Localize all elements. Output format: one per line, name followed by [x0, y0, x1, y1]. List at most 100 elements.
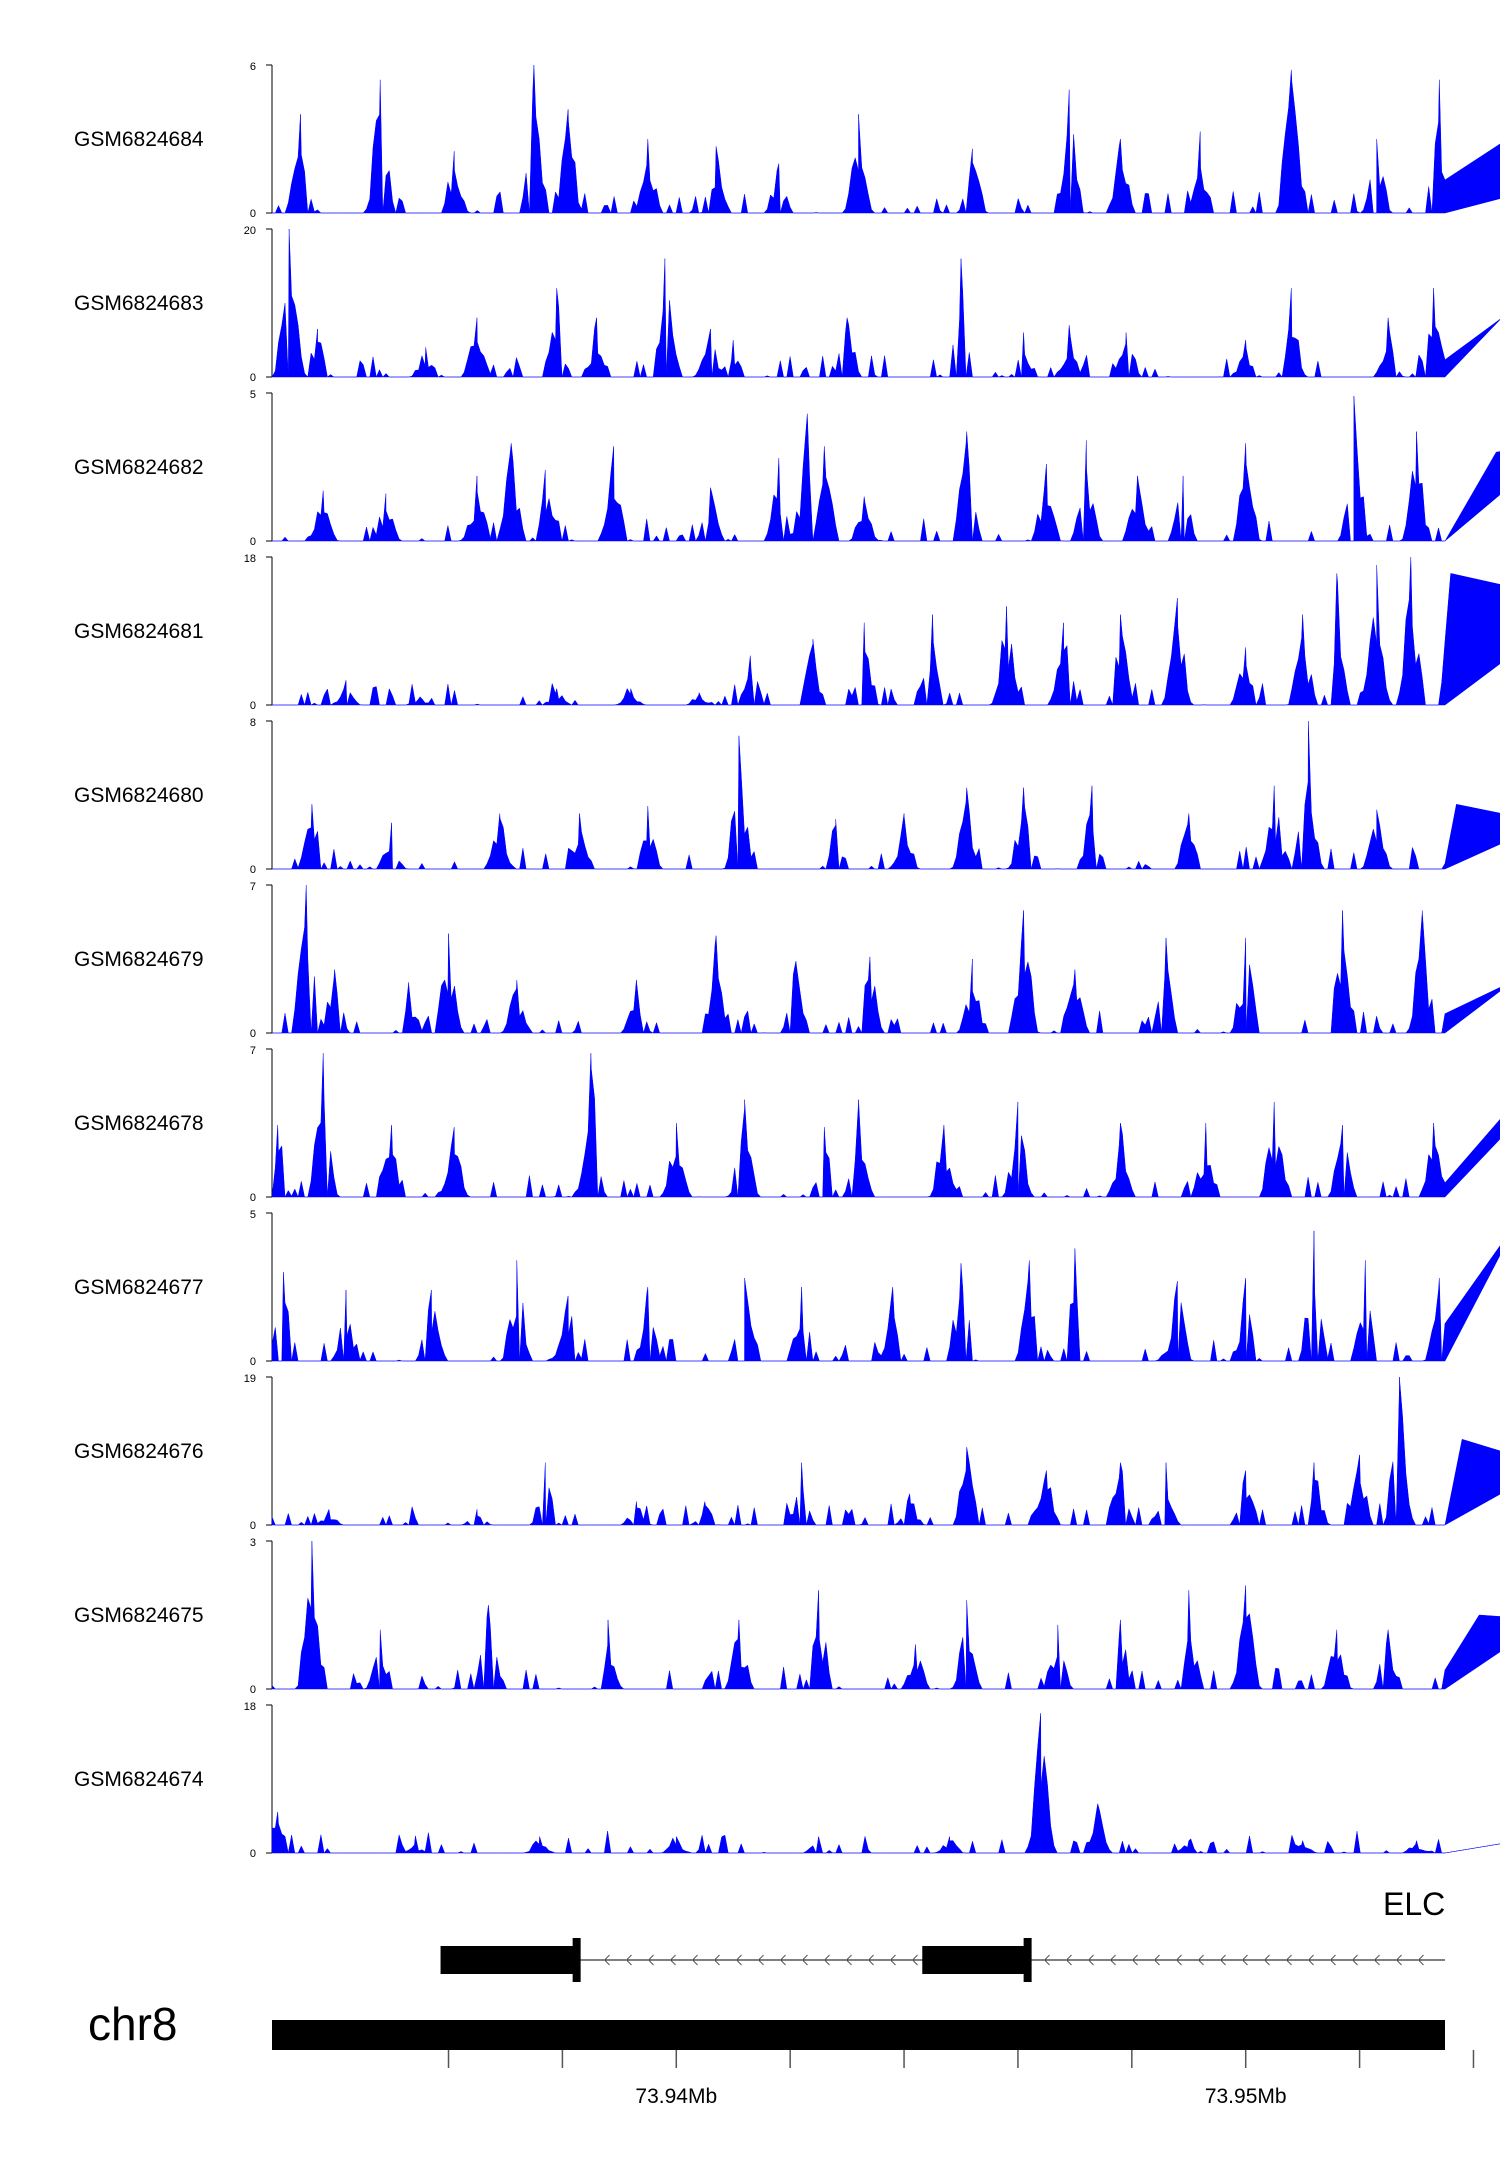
strand-arrow	[735, 1954, 742, 1966]
track-label: GSM6824681	[74, 620, 204, 643]
strand-arrow	[1373, 1954, 1380, 1966]
strand-arrow	[1175, 1954, 1182, 1966]
y-min-label: 0	[250, 1028, 256, 1040]
strand-arrow	[823, 1954, 830, 1966]
cds-end-marker	[572, 1938, 581, 1982]
y-max-label: 7	[250, 881, 256, 893]
strand-arrow	[911, 1954, 918, 1966]
strand-arrow	[691, 1954, 698, 1966]
strand-arrow	[1307, 1954, 1314, 1966]
strand-arrow	[801, 1954, 808, 1966]
y-max-label: 3	[250, 1537, 256, 1549]
track-label: GSM6824677	[74, 1276, 204, 1299]
strand-arrow	[1219, 1954, 1226, 1966]
genome-axis: chr8 73.94Mb 73.95Mb	[88, 1998, 1475, 2108]
coverage-track: GSM6824674 18 0	[74, 1701, 1500, 1860]
track-label: GSM6824680	[74, 784, 204, 807]
coverage-area	[272, 395, 1500, 542]
y-max-label: 18	[244, 1701, 256, 1713]
y-min-label: 0	[250, 864, 256, 876]
coverage-tracks: GSM682468460GSM6824683200GSM682468250GSM…	[74, 61, 1500, 1860]
coverage-area	[272, 884, 1500, 1034]
strand-arrow	[669, 1954, 676, 1966]
coverage-area	[271, 1053, 1500, 1198]
axis-ticks: 73.94Mb 73.95Mb	[447, 2050, 1475, 2108]
y-max-label: 20	[244, 225, 256, 237]
coverage-track: GSM6824677 5 0	[74, 1209, 1500, 1368]
strand-arrow	[1329, 1954, 1336, 1966]
strand-arrow	[845, 1954, 852, 1966]
y-max-label: 5	[250, 389, 256, 401]
y-min-label: 0	[250, 1520, 256, 1532]
strand-arrow	[713, 1954, 720, 1966]
y-max-label: 5	[250, 1209, 256, 1221]
coverage-area	[272, 556, 1500, 706]
strand-arrow	[625, 1954, 632, 1966]
y-min-label: 0	[250, 1356, 256, 1368]
y-max-label: 18	[244, 553, 256, 565]
coverage-area	[271, 1376, 1500, 1526]
strand-arrow	[1417, 1954, 1424, 1966]
y-min-label: 0	[250, 372, 256, 384]
y-min-label: 0	[250, 1848, 256, 1860]
strand-arrow	[1153, 1954, 1160, 1966]
y-max-label: 8	[250, 717, 256, 729]
strand-arrow	[889, 1954, 896, 1966]
y-min-label: 0	[250, 536, 256, 548]
strand-arrow	[779, 1954, 786, 1966]
coverage-track: GSM6824680 8 0	[74, 717, 1500, 876]
exon-block	[922, 1946, 1028, 1974]
strand-arrow	[1263, 1954, 1270, 1966]
chromosome-bar	[272, 2020, 1445, 2050]
strand-arrow	[1087, 1954, 1094, 1966]
gene-exons	[440, 1938, 1032, 1982]
strand-arrow	[1351, 1954, 1358, 1966]
track-label: GSM6824674	[74, 1768, 204, 1791]
coverage-track: GSM6824678 7 0	[74, 1045, 1500, 1204]
coverage-track: GSM6824683 20 0	[74, 225, 1500, 384]
strand-arrow	[1065, 1954, 1072, 1966]
coverage-area	[271, 1713, 1500, 1854]
coverage-track: GSM6824675 3 0	[74, 1537, 1500, 1696]
track-label: GSM6824679	[74, 948, 204, 971]
coverage-track: GSM6824679 7 0	[74, 881, 1500, 1040]
strand-arrow	[757, 1954, 764, 1966]
y-min-label: 0	[250, 1684, 256, 1696]
chromosome-label: chr8	[88, 1998, 177, 2050]
track-label: GSM6824678	[74, 1112, 204, 1135]
strand-arrow	[1395, 1954, 1402, 1966]
track-label: GSM6824684	[74, 128, 204, 151]
y-max-label: 19	[244, 1373, 256, 1385]
strand-arrow	[1043, 1954, 1050, 1966]
y-max-label: 7	[250, 1045, 256, 1057]
cds-end-marker	[1023, 1938, 1032, 1982]
coverage-area	[272, 64, 1500, 214]
coverage-track: GSM6824681 18 0	[74, 553, 1500, 712]
strand-arrow	[1109, 1954, 1116, 1966]
track-label: GSM6824675	[74, 1604, 204, 1627]
coverage-track: GSM6824684 6 0	[74, 61, 1500, 220]
strand-arrow	[1131, 1954, 1138, 1966]
axis-tick-label: 73.94Mb	[635, 2085, 717, 2108]
track-label: GSM6824676	[74, 1440, 204, 1463]
exon-block	[440, 1946, 577, 1974]
coverage-area	[271, 1540, 1500, 1690]
track-label: GSM6824682	[74, 456, 204, 479]
coverage-area	[271, 228, 1500, 378]
coverage-track: GSM6824682 5 0	[74, 389, 1500, 548]
y-min-label: 0	[250, 700, 256, 712]
coverage-track: GSM6824676 19 0	[74, 1373, 1500, 1532]
strand-arrow	[1285, 1954, 1292, 1966]
strand-arrow	[647, 1954, 654, 1966]
axis-tick-label: 73.95Mb	[1205, 2085, 1287, 2108]
strand-arrows	[603, 1954, 1424, 1966]
gene-label: ELC	[1383, 1886, 1445, 1922]
gene-annotation-track: ELC	[440, 1886, 1445, 1982]
y-max-label: 6	[250, 61, 256, 73]
coverage-area	[271, 1230, 1500, 1362]
track-label: GSM6824683	[74, 292, 204, 315]
strand-arrow	[867, 1954, 874, 1966]
y-min-label: 0	[250, 208, 256, 220]
strand-arrow	[1241, 1954, 1248, 1966]
